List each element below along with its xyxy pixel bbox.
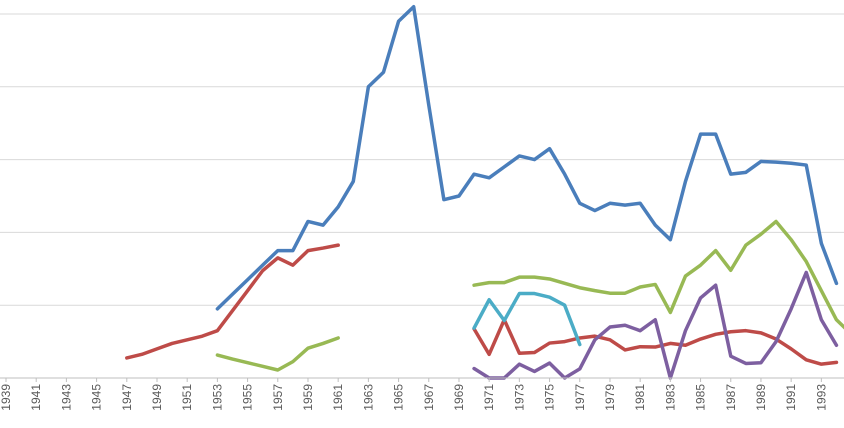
x-tick-label-1991: 1991 bbox=[784, 384, 798, 411]
x-tick-label-1983: 1983 bbox=[663, 384, 677, 411]
x-tick-label-1967: 1967 bbox=[422, 384, 436, 411]
x-tick-label-1941: 1941 bbox=[29, 384, 43, 411]
x-tick-label-1949: 1949 bbox=[150, 384, 164, 411]
series-line-6 bbox=[472, 291, 582, 347]
x-tick-label-1987: 1987 bbox=[724, 384, 738, 411]
x-tick-label-1943: 1943 bbox=[59, 384, 73, 411]
x-axis bbox=[0, 377, 844, 382]
x-tick-labels: 1939 1941 1943 1945 1947 1949 1951 1953 1955 1957… bbox=[0, 384, 828, 411]
x-tick-label-1945: 1945 bbox=[90, 384, 104, 411]
x-tick-label-1993: 1993 bbox=[814, 384, 828, 411]
x-tick-label-1957: 1957 bbox=[271, 384, 285, 411]
x-tick-label-1959: 1959 bbox=[301, 384, 315, 411]
x-tick-label-1977: 1977 bbox=[573, 384, 587, 411]
x-tick-label-1939: 1939 bbox=[0, 384, 13, 411]
x-tick-label-1973: 1973 bbox=[512, 384, 526, 411]
gridlines bbox=[0, 13, 844, 306]
x-tick-label-1947: 1947 bbox=[120, 384, 134, 411]
x-tick-label-1985: 1985 bbox=[694, 384, 708, 411]
x-tick-label-1955: 1955 bbox=[241, 384, 255, 411]
x-tick-label-1975: 1975 bbox=[543, 384, 557, 411]
x-tick-label-1971: 1971 bbox=[482, 384, 496, 411]
x-tick-label-1961: 1961 bbox=[331, 384, 345, 411]
x-tick-label-1969: 1969 bbox=[452, 384, 466, 411]
x-tick-label-1979: 1979 bbox=[603, 384, 617, 411]
series-line-1 bbox=[215, 4, 839, 311]
series-line-5 bbox=[472, 219, 844, 330]
x-tick-label-1953: 1953 bbox=[210, 384, 224, 411]
series-line-2 bbox=[125, 243, 340, 360]
series-line-4 bbox=[215, 336, 340, 372]
x-tick-label-1981: 1981 bbox=[633, 384, 647, 411]
series-line-7 bbox=[472, 270, 839, 380]
x-tick-label-1989: 1989 bbox=[754, 384, 768, 411]
x-tick-label-1951: 1951 bbox=[180, 384, 194, 411]
x-tick-label-1963: 1963 bbox=[361, 384, 375, 411]
series-group bbox=[125, 4, 844, 380]
x-tick-label-1965: 1965 bbox=[392, 384, 406, 411]
